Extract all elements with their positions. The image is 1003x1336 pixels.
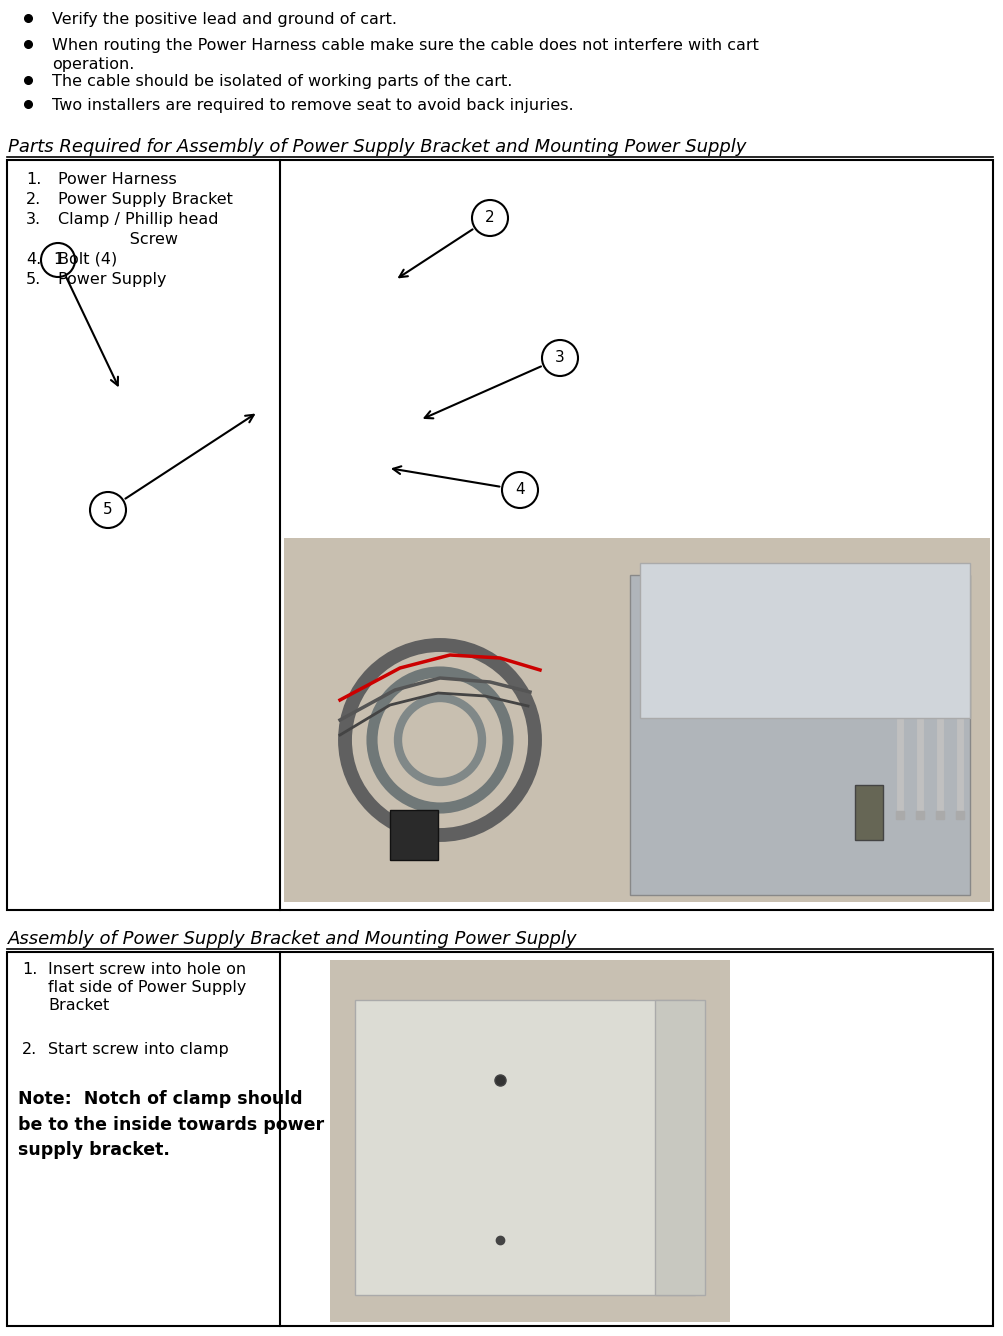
Text: Bracket: Bracket xyxy=(48,998,109,1013)
Text: 1: 1 xyxy=(53,253,63,267)
Text: Power Harness: Power Harness xyxy=(58,172,177,187)
Bar xyxy=(7,953,992,1327)
Text: 1.: 1. xyxy=(26,172,41,187)
Text: Power Supply: Power Supply xyxy=(58,273,166,287)
Text: 5.: 5. xyxy=(26,273,41,287)
Text: Start screw into clamp: Start screw into clamp xyxy=(48,1042,229,1057)
Text: 2: 2 xyxy=(484,211,494,226)
Text: Screw: Screw xyxy=(58,232,178,247)
Text: Two installers are required to remove seat to avoid back injuries.: Two installers are required to remove se… xyxy=(52,98,573,114)
Bar xyxy=(355,1001,694,1295)
Bar xyxy=(855,786,882,840)
Bar xyxy=(654,1001,704,1295)
Bar xyxy=(389,810,437,860)
Text: Insert screw into hole on: Insert screw into hole on xyxy=(48,962,246,977)
Text: 1.: 1. xyxy=(22,962,37,977)
Text: 2.: 2. xyxy=(26,192,41,207)
Text: Bolt (4): Bolt (4) xyxy=(58,253,117,267)
Text: 2.: 2. xyxy=(22,1042,37,1057)
Text: 5: 5 xyxy=(103,502,112,517)
Text: The cable should be isolated of working parts of the cart.: The cable should be isolated of working … xyxy=(52,73,512,90)
Text: 4: 4 xyxy=(515,482,525,497)
Text: When routing the Power Harness cable make sure the cable does not interfere with: When routing the Power Harness cable mak… xyxy=(52,37,758,72)
Bar xyxy=(629,574,969,895)
Text: Assembly of Power Supply Bracket and Mounting Power Supply: Assembly of Power Supply Bracket and Mou… xyxy=(8,930,577,949)
Text: 3: 3 xyxy=(555,350,565,366)
Text: Power Supply Bracket: Power Supply Bracket xyxy=(58,192,233,207)
Bar xyxy=(330,961,729,1323)
Text: Note:  Notch of clamp should
be to the inside towards power
supply bracket.: Note: Notch of clamp should be to the in… xyxy=(18,1090,324,1160)
Text: Verify the positive lead and ground of cart.: Verify the positive lead and ground of c… xyxy=(52,12,396,27)
Bar xyxy=(284,538,989,902)
Bar xyxy=(639,562,969,717)
Text: 3.: 3. xyxy=(26,212,41,227)
Text: 4.: 4. xyxy=(26,253,41,267)
Text: Clamp / Phillip head: Clamp / Phillip head xyxy=(58,212,219,227)
Text: flat side of Power Supply: flat side of Power Supply xyxy=(48,981,246,995)
Bar xyxy=(7,160,992,910)
Text: Parts Required for Assembly of Power Supply Bracket and Mounting Power Supply: Parts Required for Assembly of Power Sup… xyxy=(8,138,745,156)
